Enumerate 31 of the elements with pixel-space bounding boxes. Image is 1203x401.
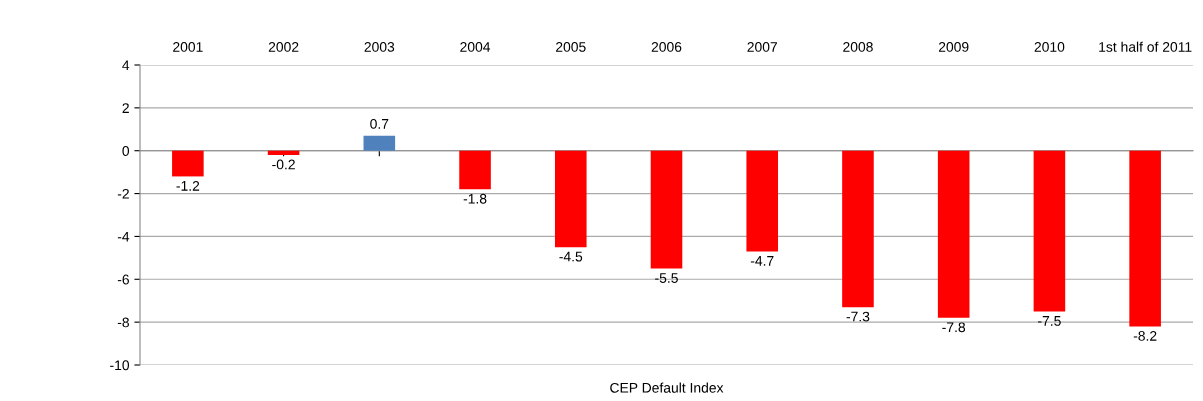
x-tick-label: 1st half of 2011	[1099, 41, 1192, 52]
y-tick-label: -6	[117, 274, 129, 285]
data-label: 0.7	[370, 118, 389, 129]
data-label: -1.8	[463, 193, 487, 204]
data-label: -5.5	[655, 273, 678, 283]
x-tick-label: 2004	[460, 42, 491, 52]
data-label: -4.7	[750, 256, 774, 266]
y-tick-label: -2	[117, 188, 129, 199]
data-label: -0.2	[272, 159, 295, 170]
x-axis-title: CEP Default Index	[610, 382, 724, 393]
x-tick-label: 2009	[938, 42, 969, 52]
y-tick-label: 2	[122, 103, 129, 113]
data-label: -1.2	[176, 180, 200, 191]
y-tick-label: -8	[117, 317, 129, 328]
x-tick-label: 2006	[651, 42, 682, 52]
y-tick-label: 0	[122, 146, 130, 156]
x-tick-label: 2010	[1034, 42, 1065, 52]
data-label: -4.5	[559, 251, 583, 262]
x-tick-label: 2003	[364, 42, 395, 52]
data-label: -8.2	[1133, 330, 1157, 341]
x-tick-label: 2008	[843, 42, 873, 52]
x-tick-label: 2007	[747, 42, 777, 52]
data-label: -7.8	[942, 322, 966, 333]
x-tick-label: 2002	[268, 42, 299, 52]
y-tick-label: -4	[117, 231, 130, 242]
y-tick-label: 4	[122, 60, 130, 71]
data-label: -7.5	[1038, 316, 1061, 326]
x-tick-label: 2001	[173, 42, 203, 52]
y-tick-label: -10	[110, 360, 130, 371]
x-tick-label: 2005	[556, 42, 586, 52]
data-label: -7.3	[846, 311, 870, 322]
